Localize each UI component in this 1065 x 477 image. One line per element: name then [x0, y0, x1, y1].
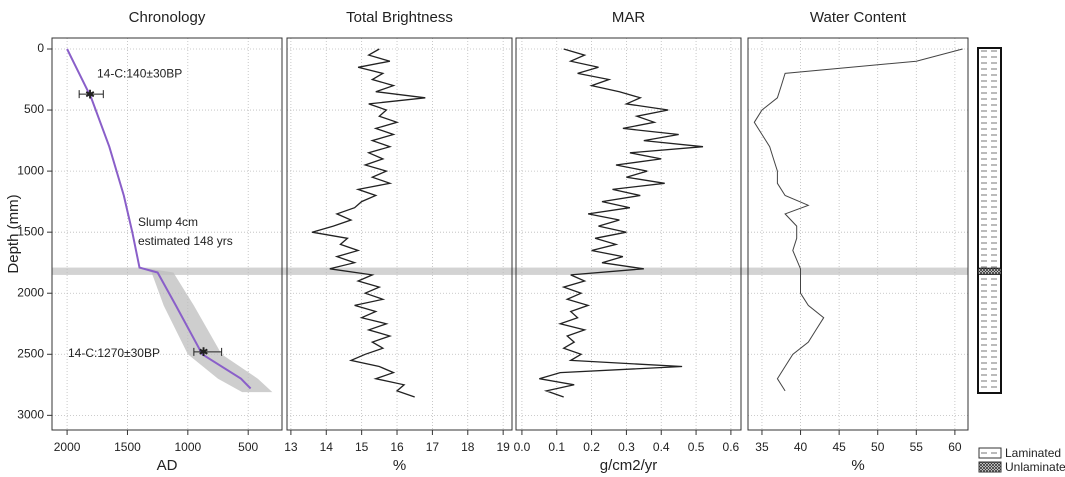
- y-tick-label: 2000: [17, 285, 44, 299]
- date-marker: ✱: [85, 87, 95, 101]
- y-tick-label: 1000: [17, 163, 44, 177]
- x-tick-label: 0.6: [723, 440, 740, 454]
- profile-line: [311, 48, 426, 398]
- error-bar: [193, 347, 223, 356]
- y-tick-label: 500: [24, 102, 44, 116]
- panel-frame: [747, 37, 969, 431]
- y-tick-label: 0: [37, 41, 44, 55]
- y-tick-label: 3000: [17, 408, 44, 422]
- x-tick-label: 15: [355, 440, 369, 454]
- age-depth-line: [66, 48, 252, 390]
- y-tick-label: 1500: [17, 224, 44, 238]
- x-tick-label: 40: [794, 440, 808, 454]
- x-tick-label: 500: [238, 440, 258, 454]
- x-tick-label: 60: [948, 440, 962, 454]
- laminated-column: [977, 47, 1002, 394]
- panel-frame: [515, 37, 742, 431]
- x-tick-label: 0.4: [653, 440, 670, 454]
- x-tick-label: 0.5: [688, 440, 705, 454]
- slump-band: [52, 267, 968, 275]
- x-tick-label: 1000: [174, 440, 201, 454]
- x-tick-label: 18: [461, 440, 475, 454]
- date-label: 14-C:1270±30BP: [68, 346, 160, 360]
- unlaminated-layer: [977, 267, 1002, 275]
- panel-title: Chronology: [129, 9, 206, 26]
- x-tick-label: 13: [284, 440, 298, 454]
- x-tick-label: 55: [910, 440, 924, 454]
- x-tick-label: 35: [755, 440, 769, 454]
- x-tick-label: 1500: [114, 440, 141, 454]
- date-label: 14-C:140±30BP: [97, 66, 182, 80]
- annotation: Slump 4cm: [138, 215, 198, 229]
- uncertainty-band: [139, 267, 273, 393]
- x-axis-label: %: [851, 457, 864, 474]
- panel-title: MAR: [612, 9, 646, 26]
- x-tick-label: 16: [390, 440, 404, 454]
- x-tick-label: 19: [496, 440, 510, 454]
- legend-label: Laminated: [1005, 446, 1061, 460]
- x-tick-label: 17: [426, 440, 440, 454]
- panel-title: Total Brightness: [346, 9, 453, 26]
- date-marker: ✱: [198, 345, 208, 359]
- y-tick-label: 2500: [17, 346, 44, 360]
- profile-line: [539, 48, 704, 398]
- x-tick-label: 0.0: [514, 440, 531, 454]
- panel-title: Water Content: [810, 9, 907, 26]
- x-tick-label: 2000: [54, 440, 81, 454]
- x-tick-label: 45: [832, 440, 846, 454]
- x-axis-label: %: [393, 457, 406, 474]
- x-tick-label: 14: [320, 440, 334, 454]
- x-axis-label: AD: [157, 457, 178, 474]
- legend-swatch: [978, 447, 1002, 459]
- x-tick-label: 0.1: [548, 440, 565, 454]
- error-bar: [78, 90, 104, 99]
- panel-frame: [286, 37, 513, 431]
- profile-line: [753, 48, 963, 392]
- x-tick-label: 0.3: [618, 440, 635, 454]
- panel-frame: [51, 37, 283, 431]
- legend-label: Unlaminated: [1005, 460, 1065, 474]
- legend-swatch: [978, 461, 1002, 473]
- y-axis-label: Depth (mm): [5, 194, 22, 273]
- x-tick-label: 0.2: [583, 440, 600, 454]
- x-tick-label: 50: [871, 440, 885, 454]
- x-axis-label: g/cm2/yr: [600, 457, 658, 474]
- annotation: estimated 148 yrs: [138, 234, 233, 248]
